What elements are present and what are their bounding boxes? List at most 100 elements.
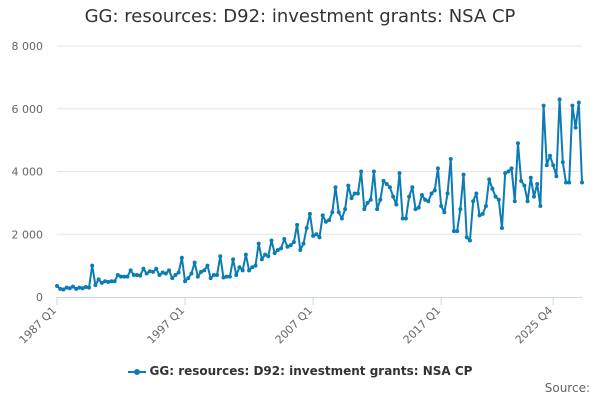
data-point bbox=[381, 178, 386, 183]
data-point bbox=[199, 269, 204, 274]
data-point bbox=[256, 241, 261, 246]
data-point bbox=[96, 277, 101, 282]
x-tick-label: 2007 Q1 bbox=[273, 304, 316, 347]
data-point bbox=[317, 235, 322, 240]
y-axis: 0 2 000 4 000 6 000 8 000 bbox=[12, 40, 44, 304]
data-point bbox=[205, 263, 210, 268]
data-point bbox=[291, 240, 296, 245]
data-point bbox=[103, 279, 108, 284]
data-point bbox=[179, 255, 184, 260]
data-point bbox=[554, 174, 559, 179]
data-point bbox=[368, 197, 373, 202]
data-point bbox=[269, 238, 274, 243]
data-point bbox=[563, 180, 568, 185]
data-point bbox=[499, 225, 504, 230]
data-point bbox=[275, 247, 280, 252]
x-axis-labels: 1987 Q1 1997 Q1 2007 Q1 2017 Q1 2025 Q4 bbox=[17, 297, 556, 347]
data-point bbox=[282, 236, 287, 241]
data-point bbox=[330, 210, 335, 215]
data-point bbox=[240, 268, 245, 273]
legend-label: GG: resources: D92: investment grants: N… bbox=[149, 364, 473, 378]
data-point bbox=[221, 275, 226, 280]
data-point bbox=[122, 274, 127, 279]
data-point bbox=[87, 285, 92, 290]
data-point bbox=[349, 196, 354, 201]
data-point bbox=[573, 125, 578, 130]
data-point bbox=[544, 163, 549, 168]
x-tick-label: 1997 Q1 bbox=[145, 304, 188, 347]
data-point bbox=[355, 191, 360, 196]
data-point bbox=[259, 257, 264, 262]
data-point bbox=[128, 268, 133, 273]
data-point bbox=[442, 210, 447, 215]
data-point bbox=[407, 194, 412, 199]
data-point bbox=[247, 268, 252, 273]
data-point bbox=[311, 233, 316, 238]
data-point bbox=[234, 273, 239, 278]
data-point bbox=[467, 238, 472, 243]
data-point bbox=[541, 103, 546, 108]
data-point bbox=[455, 229, 460, 234]
data-point bbox=[480, 211, 485, 216]
data-point bbox=[272, 251, 277, 256]
data-point bbox=[477, 213, 482, 218]
data-point bbox=[515, 141, 520, 146]
data-point bbox=[151, 269, 156, 274]
data-point bbox=[93, 283, 98, 288]
data-point bbox=[90, 263, 95, 268]
data-point bbox=[131, 273, 136, 278]
data-point bbox=[557, 97, 562, 102]
data-point bbox=[439, 204, 444, 209]
data-point bbox=[202, 268, 207, 273]
x-tick-label: 2017 Q1 bbox=[401, 304, 444, 347]
data-point bbox=[567, 180, 572, 185]
data-point bbox=[365, 200, 370, 205]
data-point bbox=[570, 103, 575, 108]
data-point bbox=[397, 171, 402, 176]
legend-swatch-icon bbox=[127, 368, 146, 375]
data-point bbox=[580, 180, 584, 185]
data-point bbox=[183, 279, 188, 284]
data-point bbox=[173, 273, 178, 278]
data-point bbox=[429, 191, 434, 196]
data-point bbox=[298, 247, 303, 252]
data-point bbox=[320, 213, 325, 218]
data-point bbox=[106, 279, 111, 284]
data-point bbox=[362, 207, 367, 212]
data-point bbox=[80, 286, 85, 291]
data-point bbox=[231, 257, 236, 262]
chart-title: GG: resources: D92: investment grants: N… bbox=[84, 6, 516, 27]
data-point bbox=[413, 207, 418, 212]
data-point bbox=[160, 270, 165, 275]
data-point bbox=[141, 266, 146, 271]
data-point bbox=[474, 191, 479, 196]
data-point bbox=[157, 273, 162, 278]
source-credit: Source: bbox=[544, 381, 590, 395]
legend[interactable]: GG: resources: D92: investment grants: N… bbox=[0, 364, 600, 378]
data-point bbox=[391, 194, 396, 199]
series-layer bbox=[55, 97, 584, 292]
series-line bbox=[56, 98, 583, 291]
data-point bbox=[195, 274, 200, 279]
data-point bbox=[71, 284, 76, 289]
data-point bbox=[163, 271, 168, 276]
data-point bbox=[64, 285, 69, 290]
data-point bbox=[426, 199, 431, 204]
x-tick-label: 2025 Q4 bbox=[513, 304, 556, 347]
data-point bbox=[170, 276, 175, 281]
data-point bbox=[551, 163, 556, 168]
data-point bbox=[445, 191, 450, 196]
x-tick-label: 1987 Q1 bbox=[17, 304, 60, 347]
data-point bbox=[416, 205, 421, 210]
data-point bbox=[224, 274, 229, 279]
data-point bbox=[323, 219, 328, 224]
data-point bbox=[458, 207, 463, 212]
data-point bbox=[279, 246, 284, 251]
data-point bbox=[266, 254, 271, 259]
data-point bbox=[186, 276, 191, 281]
y-tick-label: 2 000 bbox=[12, 228, 44, 241]
data-point bbox=[189, 271, 194, 276]
data-point bbox=[522, 183, 527, 188]
data-point bbox=[237, 265, 242, 270]
data-point bbox=[77, 285, 82, 290]
